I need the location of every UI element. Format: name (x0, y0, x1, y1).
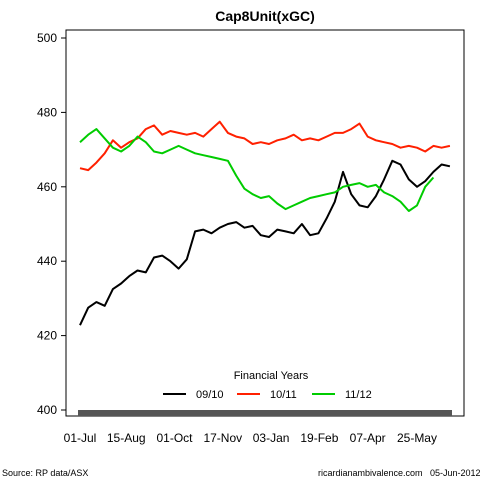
legend-label-1011: 10/11 (270, 389, 297, 401)
legend-title: Financial Years (234, 370, 309, 382)
legend-label-0910: 09/10 (196, 389, 224, 401)
x-tick-label: 25-May (397, 431, 437, 445)
plot-frame (65, 29, 465, 417)
date-scrollbar[interactable] (78, 410, 452, 416)
x-tick-label: 03-Jan (253, 431, 290, 445)
x-axis: 01-Jul 15-Aug 01-Oct 17-Nov 03-Jan 19-Feb 07-A… (64, 431, 437, 445)
footer-date: 05-Jun-2012 (430, 468, 480, 478)
y-tick-label: 500 (37, 31, 57, 45)
series-line-1011 (79, 120, 451, 172)
x-tick-label: 19-Feb (300, 431, 338, 445)
series-layer (79, 120, 451, 326)
x-tick-label: 01-Oct (157, 431, 194, 445)
x-tick-label: 15-Aug (107, 431, 146, 445)
series-line-1112 (79, 128, 435, 212)
y-tick-label: 420 (37, 329, 57, 343)
y-tick-label: 440 (37, 254, 57, 268)
x-tick-label: 07-Apr (350, 431, 386, 445)
x-tick-label: 17-Nov (203, 431, 242, 445)
y-tick-label: 460 (37, 180, 57, 194)
footer-source: Source: RP data/ASX (2, 468, 88, 478)
y-axis: 400 420 440 460 480 500 (37, 31, 66, 417)
y-tick-label: 400 (37, 403, 57, 417)
y-tick-label: 480 (37, 105, 57, 119)
x-tick-label: 01-Jul (64, 431, 97, 445)
footer-site: ricardianambivalence.com (318, 468, 423, 478)
legend: Financial Years 09/10 10/11 11/12 (163, 370, 372, 401)
series-line-0910 (79, 159, 451, 326)
legend-label-1112: 11/12 (345, 389, 372, 401)
chart-title: Cap8Unit(xGC) (215, 8, 315, 24)
